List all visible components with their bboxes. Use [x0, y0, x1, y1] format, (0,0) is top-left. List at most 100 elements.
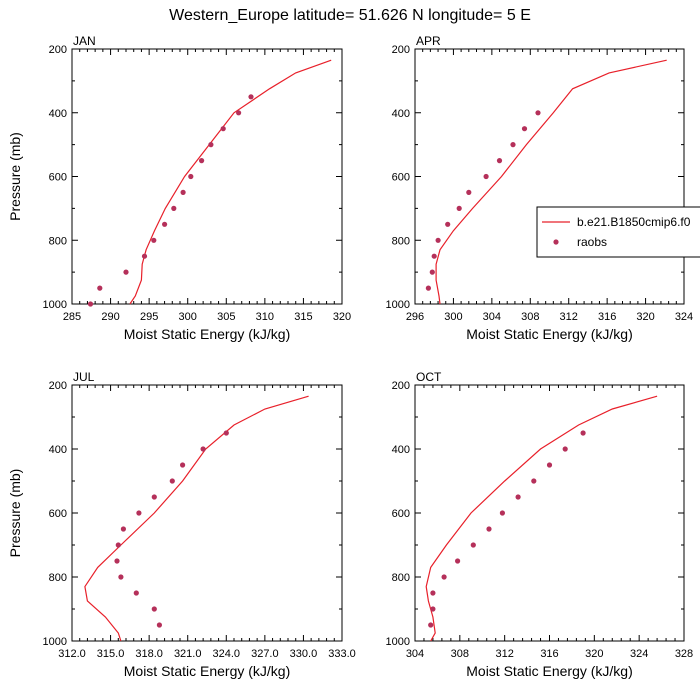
- x-tick-label: 296: [406, 311, 424, 323]
- raobs-point: [180, 189, 186, 195]
- y-tick-label: 800: [49, 235, 67, 247]
- x-tick-label: 318.0: [135, 648, 163, 660]
- raobs-points: [87, 94, 254, 307]
- y-tick-label: 400: [392, 444, 410, 456]
- x-tick-label: 304: [406, 648, 424, 660]
- legend: b.e21.B1850cmip6.f0 raobs: [536, 206, 700, 258]
- legend-raobs-label: raobs: [577, 235, 607, 249]
- x-tick-label: 320: [585, 648, 603, 660]
- x-tick-label: 316: [540, 648, 558, 660]
- x-tick-label: 295: [140, 311, 158, 323]
- raobs-point: [114, 558, 120, 564]
- raobs-point: [425, 285, 431, 291]
- x-tick-label: 324: [630, 648, 648, 660]
- raobs-point: [486, 526, 492, 532]
- raobs-point: [445, 221, 451, 227]
- raobs-point: [220, 126, 226, 132]
- model-line: [435, 59, 667, 305]
- x-tick-label: 285: [63, 311, 81, 323]
- y-tick-label: 400: [392, 108, 410, 120]
- panel-oct: OCT 304 308 312 316 320 324 328 200 400 600 800 1000…: [386, 370, 694, 679]
- raobs-point: [456, 205, 462, 211]
- x-tick-label: 290: [101, 311, 119, 323]
- raobs-point: [466, 189, 472, 195]
- y-tick-label: 600: [49, 508, 67, 520]
- raobs-point: [162, 221, 168, 227]
- panels: JAN 285 290 295 300 305 310 315 320 200 400 600 800 1…: [7, 34, 693, 679]
- raobs-point: [169, 478, 175, 484]
- raobs-point: [120, 526, 126, 532]
- y-tick-label: 600: [392, 172, 410, 184]
- raobs-point: [171, 205, 177, 211]
- x-tick-label: 308: [451, 648, 469, 660]
- x-tick-label: 305: [217, 311, 235, 323]
- x-tick-label: 308: [521, 311, 539, 323]
- panel-jul: JUL 312.0 315.0 318.0 321.0 324.0 327.0 330.0 33…: [7, 370, 356, 679]
- y-tick-label: 800: [392, 235, 410, 247]
- raobs-point: [483, 173, 489, 180]
- raobs-points: [428, 430, 586, 628]
- raobs-point: [156, 622, 162, 628]
- raobs-point: [430, 606, 436, 612]
- raobs-point: [531, 478, 537, 484]
- raobs-point: [510, 142, 516, 148]
- raobs-point: [141, 253, 148, 259]
- raobs-point: [87, 301, 94, 307]
- y-tick-label: 200: [49, 44, 67, 56]
- x-tick-label: 310: [256, 311, 274, 323]
- raobs-point: [115, 542, 121, 548]
- raobs-points: [114, 430, 229, 628]
- legend-marker-swatch: [553, 239, 559, 245]
- y-tick-label: 800: [392, 572, 410, 584]
- y-tick-label: 400: [49, 444, 67, 456]
- panel-apr: APR 296 300 304 308 312 316 320 324 200 400 600 800 1…: [386, 34, 694, 342]
- raobs-point: [499, 510, 505, 516]
- raobs-point: [236, 110, 242, 116]
- raobs-point: [133, 590, 139, 596]
- raobs-point: [151, 494, 157, 500]
- y-tick-label: 1000: [43, 636, 67, 648]
- raobs-point: [151, 237, 157, 243]
- legend-model-label: b.e21.B1850cmip6.f0: [577, 215, 691, 229]
- x-tick-label: 330.0: [290, 648, 318, 660]
- x-tick-label: 300: [444, 311, 462, 323]
- raobs-point: [208, 142, 214, 148]
- x-tick-label: 312: [560, 311, 578, 323]
- x-tick-label: 333.0: [328, 648, 356, 660]
- y-tick-label: 600: [49, 172, 67, 184]
- x-tick-label: 321.0: [174, 648, 202, 660]
- x-tick-label: 320: [636, 311, 654, 323]
- y-tick-label: 200: [392, 380, 410, 392]
- raobs-point: [223, 430, 229, 436]
- y-tick-label: 200: [392, 44, 410, 56]
- raobs-points: [425, 110, 541, 291]
- raobs-point: [136, 510, 142, 516]
- raobs-point: [248, 94, 254, 100]
- raobs-point: [515, 494, 521, 500]
- figure-title: Western_Europe latitude= 51.626 N longit…: [169, 7, 531, 24]
- x-tick-label: 304: [483, 311, 501, 323]
- raobs-point: [188, 173, 194, 180]
- x-tick-label: 315: [294, 311, 312, 323]
- raobs-point: [430, 590, 436, 596]
- model-line: [129, 59, 332, 305]
- raobs-point: [123, 269, 129, 275]
- panel-label: JAN: [73, 34, 96, 48]
- x-tick-label: 315.0: [97, 648, 125, 660]
- y-tick-label: 1000: [43, 299, 67, 311]
- raobs-point: [200, 446, 206, 452]
- raobs-point: [151, 606, 157, 612]
- raobs-point: [97, 285, 103, 291]
- raobs-point: [496, 158, 503, 164]
- y-axis-label: Pressure (mb): [7, 132, 23, 221]
- x-tick-label: 324: [675, 311, 693, 323]
- raobs-point: [180, 462, 186, 468]
- y-tick-label: 600: [392, 508, 410, 520]
- panel-label: JUL: [73, 370, 95, 384]
- raobs-point: [435, 237, 441, 243]
- x-axis-label: Moist Static Energy (kJ/kg): [466, 663, 633, 679]
- y-tick-label: 200: [49, 380, 67, 392]
- x-tick-label: 324.0: [213, 648, 241, 660]
